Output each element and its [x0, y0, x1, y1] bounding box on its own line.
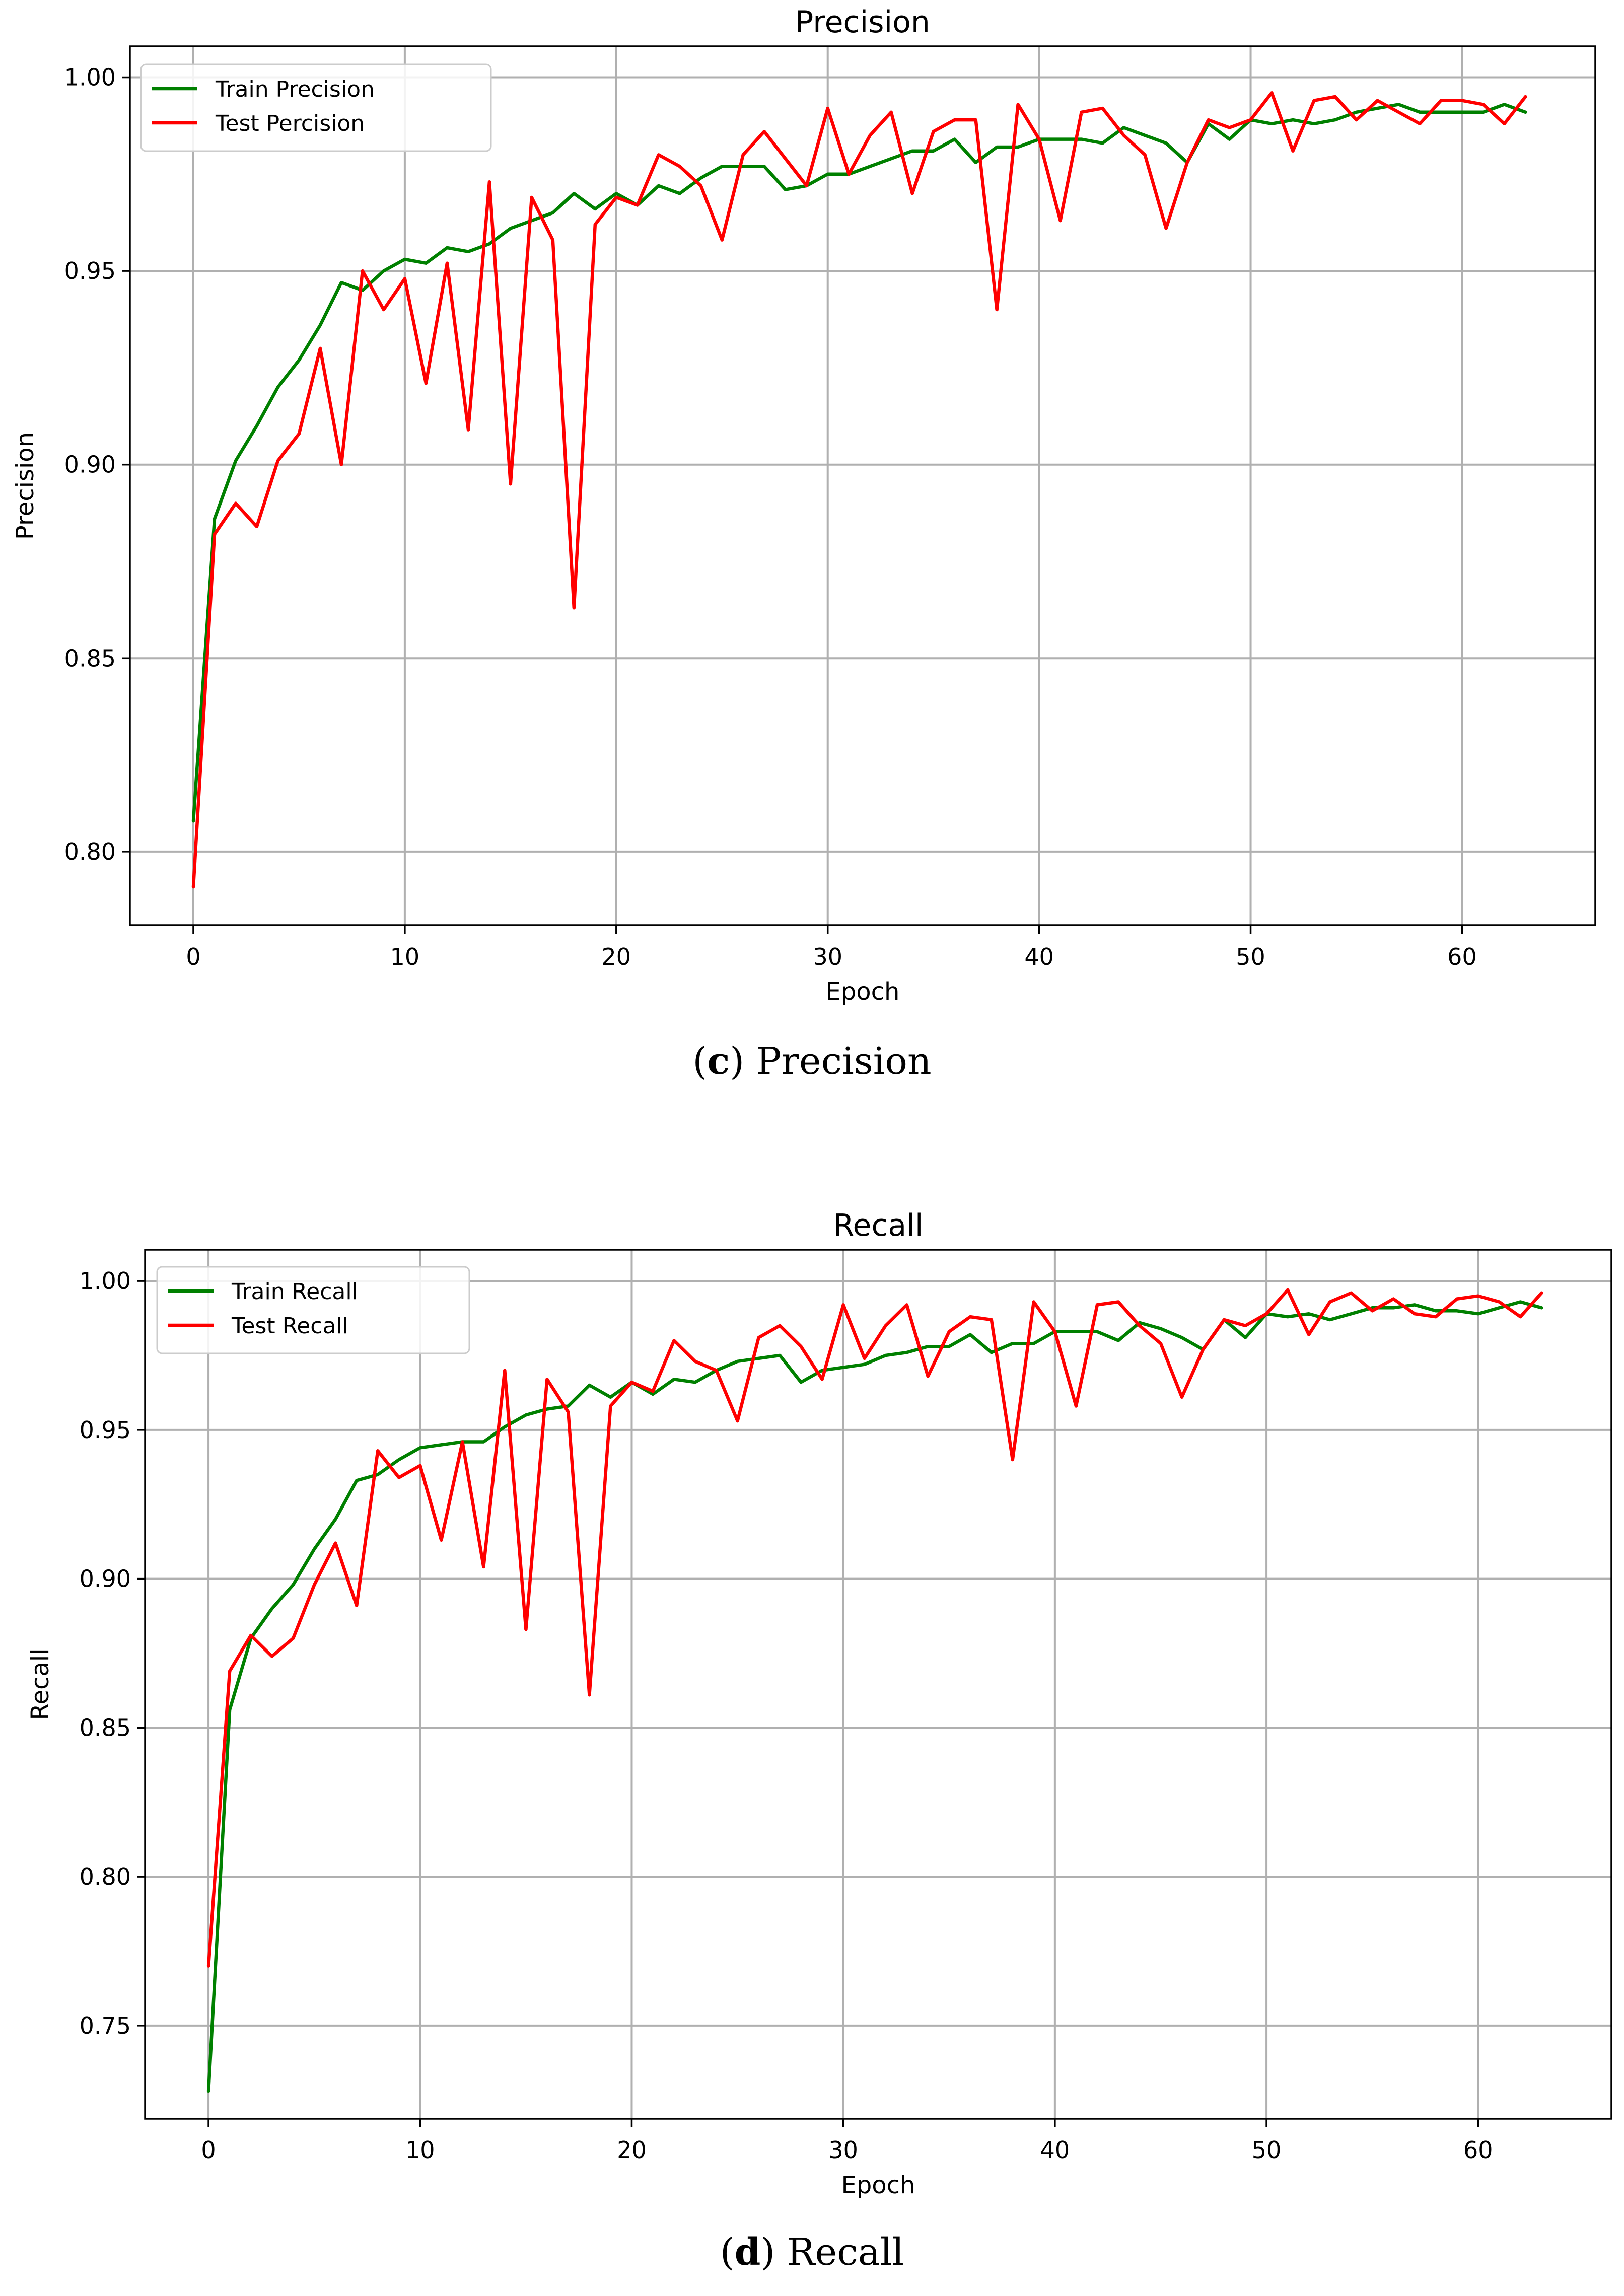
precision-legend-label-test: Test Percision: [215, 111, 365, 136]
recall-xtick-label: 0: [201, 2136, 216, 2164]
recall-title: Recall: [833, 1208, 923, 1243]
recall-xtick-label: 40: [1040, 2136, 1070, 2164]
recall-xtick-label: 10: [405, 2136, 435, 2164]
recall-series-train-line: [206, 1300, 1543, 2093]
precision-caption-letter: c: [707, 1040, 730, 1083]
recall-ytick-label: 0.90: [80, 1565, 131, 1593]
recall-chart: 0 10 20 30 40 50 60 0.75 0.80 0.85 0.90 0.95 1.00 Rec…: [26, 1208, 1612, 2199]
precision-legend-label-train: Train Precision: [215, 77, 375, 102]
recall-ytick-label: 0.75: [80, 2012, 131, 2039]
precision-xtick-label: 40: [1024, 943, 1054, 970]
precision-ytick-label: 1.00: [64, 64, 116, 91]
recall-legend: [156, 1266, 470, 1354]
recall-ylabel: Recall: [26, 1648, 54, 1720]
recall-ytick-label: 1.00: [80, 1267, 131, 1295]
recall-axes-frame: [144, 1249, 1612, 2120]
recall-caption-text: Recall: [787, 2231, 904, 2274]
precision-ytick-label: 0.80: [64, 838, 116, 866]
precision-series-test-line: [191, 91, 1527, 889]
recall-xtick-label: 20: [617, 2136, 647, 2164]
recall-caption: (d) Recall: [720, 2231, 904, 2274]
recall-xlabel: Epoch: [841, 2171, 915, 2199]
recall-series-test-line: [206, 1288, 1543, 1968]
precision-xtick-label: 20: [602, 943, 631, 970]
recall-xtick-label: 30: [828, 2136, 858, 2164]
precision-xtick-label: 50: [1236, 943, 1265, 970]
precision-caption: (c) Precision: [692, 1040, 932, 1083]
precision-chart: 0 10 20 30 40 50 60 0.80 0.85 0.90 0.95 1.00 Precisi…: [11, 5, 1596, 1006]
recall-legend-label-test: Test Recall: [231, 1313, 348, 1339]
precision-ytick-label: 0.85: [64, 644, 116, 672]
precision-legend: [140, 63, 492, 152]
precision-xlabel: Epoch: [826, 978, 900, 1006]
recall-ytick-label: 0.80: [80, 1863, 131, 1890]
precision-xtick-label: 0: [186, 943, 200, 970]
precision-chart-panel: 0 10 20 30 40 50 60 0.80 0.85 0.90 0.95 1.00 Precisi…: [11, 5, 1596, 1083]
precision-ytick-label: 0.95: [64, 257, 116, 284]
precision-xtick-label: 10: [390, 943, 420, 970]
recall-caption-letter: d: [734, 2231, 761, 2274]
recall-xtick-label: 50: [1252, 2136, 1282, 2164]
precision-xtick-label: 60: [1447, 943, 1477, 970]
precision-title: Precision: [795, 5, 930, 40]
recall-ytick-label: 0.85: [80, 1714, 131, 1741]
recall-chart-panel: 0 10 20 30 40 50 60 0.75 0.80 0.85 0.90 0.95 1.00 Rec…: [0, 1203, 1624, 2296]
precision-series-train-line: [191, 103, 1527, 823]
recall-legend-label-train: Train Recall: [231, 1279, 358, 1305]
precision-xtick-label: 30: [813, 943, 842, 970]
recall-xtick-label: 60: [1463, 2136, 1493, 2164]
precision-axes-frame: [129, 45, 1596, 926]
precision-ylabel: Precision: [11, 432, 39, 540]
precision-ytick-label: 0.90: [64, 451, 116, 478]
precision-caption-text: Precision: [756, 1040, 932, 1083]
recall-ytick-label: 0.95: [80, 1416, 131, 1444]
